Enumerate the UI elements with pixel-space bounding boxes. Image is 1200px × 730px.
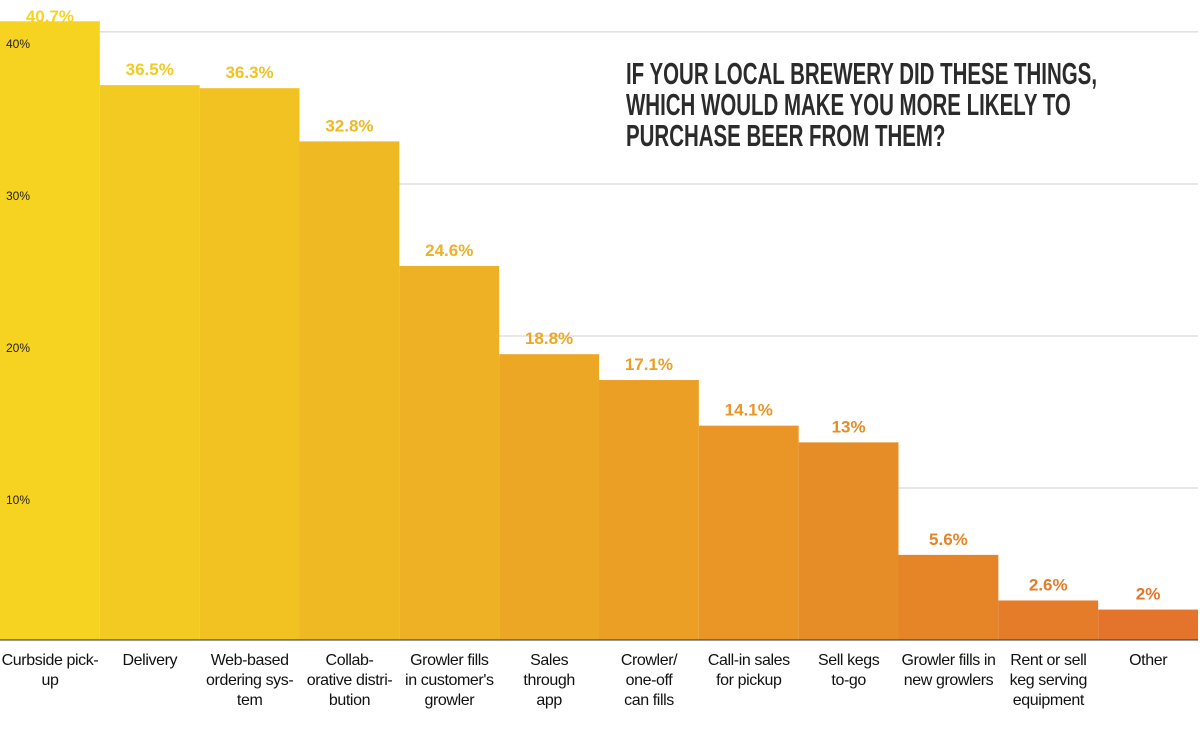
value-label: 2.6% xyxy=(1029,575,1068,594)
x-tick-label: Call-in sales for pickup xyxy=(707,652,790,689)
bar xyxy=(399,266,500,640)
y-tick-label: 30% xyxy=(6,189,30,203)
y-tick-label: 40% xyxy=(6,37,30,51)
bar xyxy=(99,85,200,641)
x-tick-label: Web-based ordering sys- tem xyxy=(206,652,294,709)
value-label: 36.5% xyxy=(126,60,174,79)
x-tick-label: Other xyxy=(1129,652,1168,669)
value-label: 24.6% xyxy=(425,241,473,260)
bar xyxy=(1098,609,1198,640)
value-label: 17.1% xyxy=(625,355,673,374)
x-tick-label: Growler fills in new growlers xyxy=(901,652,996,689)
y-tick-label: 10% xyxy=(6,493,30,507)
bar xyxy=(0,21,100,641)
value-label: 32.8% xyxy=(325,116,373,135)
value-label: 2% xyxy=(1136,585,1161,604)
bar xyxy=(599,380,699,640)
bar xyxy=(499,354,599,640)
x-tick-label: Delivery xyxy=(122,652,178,669)
bar xyxy=(798,442,899,640)
value-label: 13% xyxy=(832,417,866,436)
bar xyxy=(898,554,999,640)
x-tick-label: Growler fills in customer's growler xyxy=(405,652,494,709)
chart-title: IF YOUR LOCAL BREWERY DID THESE THINGS, … xyxy=(626,56,1098,153)
x-tick-label: Crowler/ one-off can fills xyxy=(620,652,678,709)
y-tick-label: 20% xyxy=(6,341,30,355)
x-tick-label: Curbside pick- up xyxy=(1,652,99,689)
x-tick-label: Sell kegs to-go xyxy=(817,652,880,689)
bar xyxy=(199,88,300,640)
bar xyxy=(698,425,799,640)
value-label: 5.6% xyxy=(929,530,968,549)
x-tick-label: Sales through app xyxy=(523,652,575,709)
bar xyxy=(998,600,1099,640)
bar xyxy=(299,141,400,640)
x-tick-label: Collab- orative distri- bution xyxy=(306,652,393,709)
value-label: 18.8% xyxy=(525,329,573,348)
value-label: 14.1% xyxy=(725,401,773,420)
value-label: 36.3% xyxy=(225,63,273,82)
x-tick-label: Rent or sell keg serving equipment xyxy=(1009,652,1088,709)
value-label: 40.7% xyxy=(26,7,74,26)
